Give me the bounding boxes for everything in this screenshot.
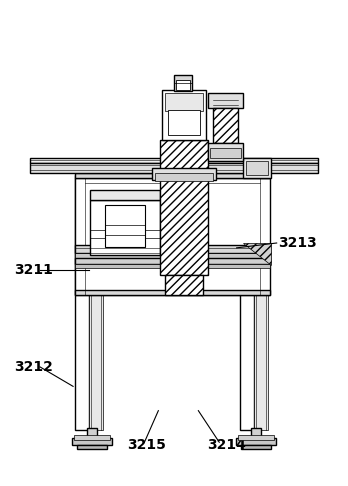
Bar	[105, 205, 145, 247]
Text: 3212: 3212	[14, 360, 53, 374]
Bar	[208, 93, 243, 108]
Bar	[30, 158, 318, 163]
Bar	[236, 438, 276, 445]
Bar	[176, 80, 190, 90]
Bar	[208, 143, 243, 161]
Bar	[243, 158, 271, 178]
Bar	[241, 445, 271, 449]
Text: 3215: 3215	[127, 438, 166, 451]
Bar	[90, 200, 160, 255]
Bar	[174, 75, 192, 91]
Bar	[72, 438, 112, 445]
Bar	[210, 148, 241, 158]
Bar	[75, 175, 89, 430]
Bar	[75, 258, 270, 264]
Bar	[30, 163, 318, 173]
Bar	[213, 108, 238, 143]
Bar	[75, 253, 270, 258]
Bar	[160, 140, 208, 275]
Bar	[74, 435, 110, 440]
Bar	[75, 173, 270, 178]
Bar	[240, 175, 254, 430]
Bar	[77, 445, 107, 449]
Text: 3211: 3211	[14, 263, 53, 277]
Bar	[89, 175, 103, 430]
Bar	[75, 290, 270, 295]
Bar	[90, 190, 160, 200]
Bar	[75, 264, 270, 268]
Bar	[254, 175, 268, 430]
Bar	[251, 428, 261, 438]
Bar	[238, 435, 274, 440]
Text: 3214: 3214	[207, 438, 246, 451]
Bar	[165, 93, 203, 111]
Bar	[75, 178, 270, 295]
Bar	[152, 168, 216, 180]
Bar	[162, 90, 206, 140]
Text: 3213: 3213	[278, 236, 317, 250]
Polygon shape	[243, 243, 271, 265]
Bar	[168, 110, 200, 135]
Bar	[246, 161, 268, 175]
Bar	[165, 275, 203, 295]
Bar	[155, 173, 213, 181]
Bar	[87, 428, 97, 438]
Bar	[75, 245, 270, 253]
